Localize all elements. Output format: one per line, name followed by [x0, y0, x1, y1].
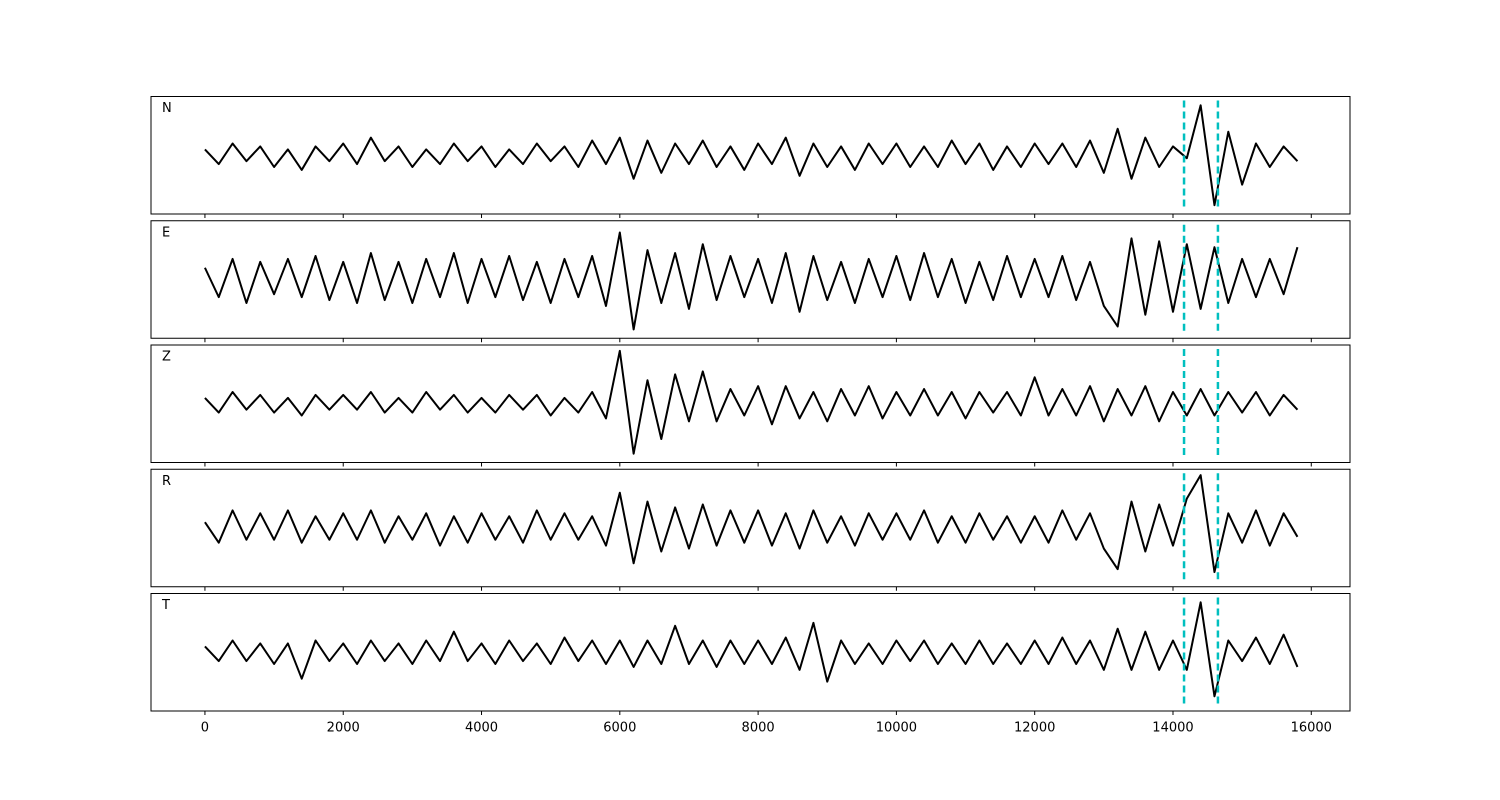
channel-label: E — [162, 225, 170, 240]
x-tick-label: 6000 — [603, 721, 636, 736]
x-tick-label: 12000 — [1014, 721, 1055, 736]
trace — [204, 231, 1299, 331]
channel-label: R — [162, 474, 171, 489]
panel-frame — [150, 468, 1351, 588]
panel-frame — [150, 220, 1351, 339]
channel-label: N — [162, 101, 172, 116]
panel-frame — [150, 593, 1351, 712]
x-tick-label: 14000 — [1152, 721, 1193, 736]
x-tick-label: 4000 — [465, 721, 498, 736]
channel-label: T — [161, 598, 170, 613]
panel-frame — [150, 96, 1351, 215]
trace — [204, 104, 1299, 207]
trace — [204, 349, 1299, 455]
panel-frame — [150, 344, 1351, 463]
x-tick-label: 0 — [201, 721, 209, 736]
x-tick-label: 16000 — [1291, 721, 1332, 736]
trace — [204, 601, 1299, 698]
channel-label: Z — [162, 350, 171, 365]
x-tick-label: 10000 — [876, 721, 917, 736]
x-tick-label: 2000 — [327, 721, 360, 736]
x-tick-label: 8000 — [742, 721, 775, 736]
trace — [204, 474, 1299, 574]
